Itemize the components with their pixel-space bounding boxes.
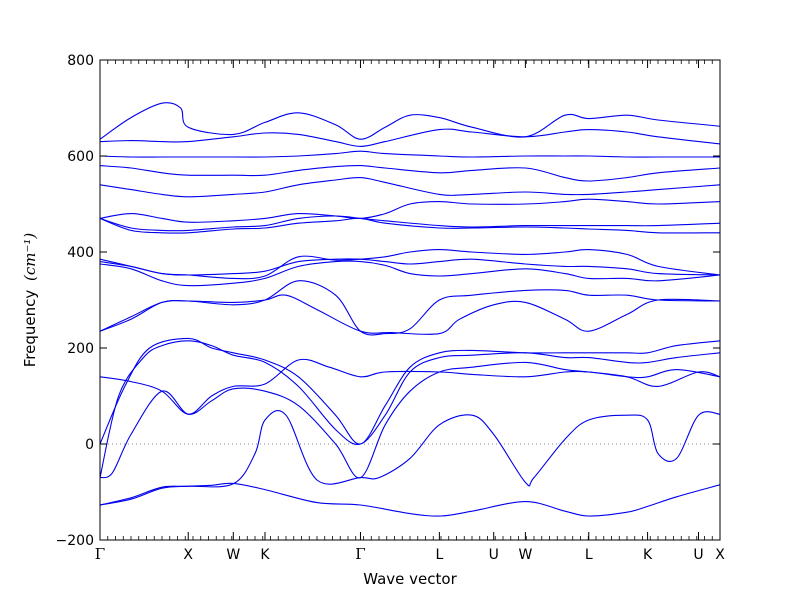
band-10 — [100, 258, 720, 276]
y-tick-label: 200 — [67, 341, 94, 357]
x-tick-label: Γ — [355, 545, 365, 563]
band-7 — [100, 280, 720, 336]
band-1 — [100, 482, 720, 517]
x-tick-label: W — [518, 547, 532, 563]
band-4 — [100, 340, 720, 478]
y-tick-label: 400 — [67, 245, 94, 261]
y-tick-label: −200 — [56, 533, 94, 549]
band-13 — [100, 215, 720, 232]
band-16 — [100, 165, 720, 182]
x-tick-label: W — [226, 547, 240, 563]
x-tick-label: L — [435, 547, 443, 563]
band-11 — [100, 249, 720, 280]
band-2 — [100, 410, 720, 506]
y-axis-title-unit: (cm⁻¹) — [21, 233, 39, 281]
band-17 — [100, 150, 720, 158]
x-tick-label: Γ — [95, 545, 105, 563]
bands-layer — [100, 102, 720, 517]
band-8 — [100, 294, 720, 335]
x-tick-label: K — [643, 547, 653, 563]
band-12 — [100, 217, 720, 234]
x-tick-label: K — [260, 547, 270, 563]
x-tick-label: L — [585, 547, 593, 563]
band-14 — [100, 198, 720, 223]
y-tick-label: 600 — [67, 149, 94, 165]
band-15 — [100, 176, 720, 198]
band-6 — [100, 358, 720, 415]
band-3 — [100, 361, 720, 479]
band-18 — [100, 128, 720, 147]
band-19 — [100, 102, 720, 140]
band-9 — [100, 260, 720, 287]
y-axis-title-text: Frequency — [21, 290, 39, 368]
y-axis-title: Frequency (cm⁻¹) — [21, 233, 39, 368]
band-5 — [100, 337, 720, 445]
y-tick-label: 0 — [85, 437, 94, 453]
y-tick-label: 800 — [67, 53, 94, 69]
x-tick-label: X — [715, 547, 725, 563]
x-axis-title: Wave vector — [363, 570, 457, 588]
x-tick-label: U — [489, 547, 499, 563]
x-tick-label: X — [183, 547, 193, 563]
x-tick-label: U — [693, 547, 703, 563]
y-ticks-layer: −200 0 200 400 600 800 — [56, 53, 720, 549]
